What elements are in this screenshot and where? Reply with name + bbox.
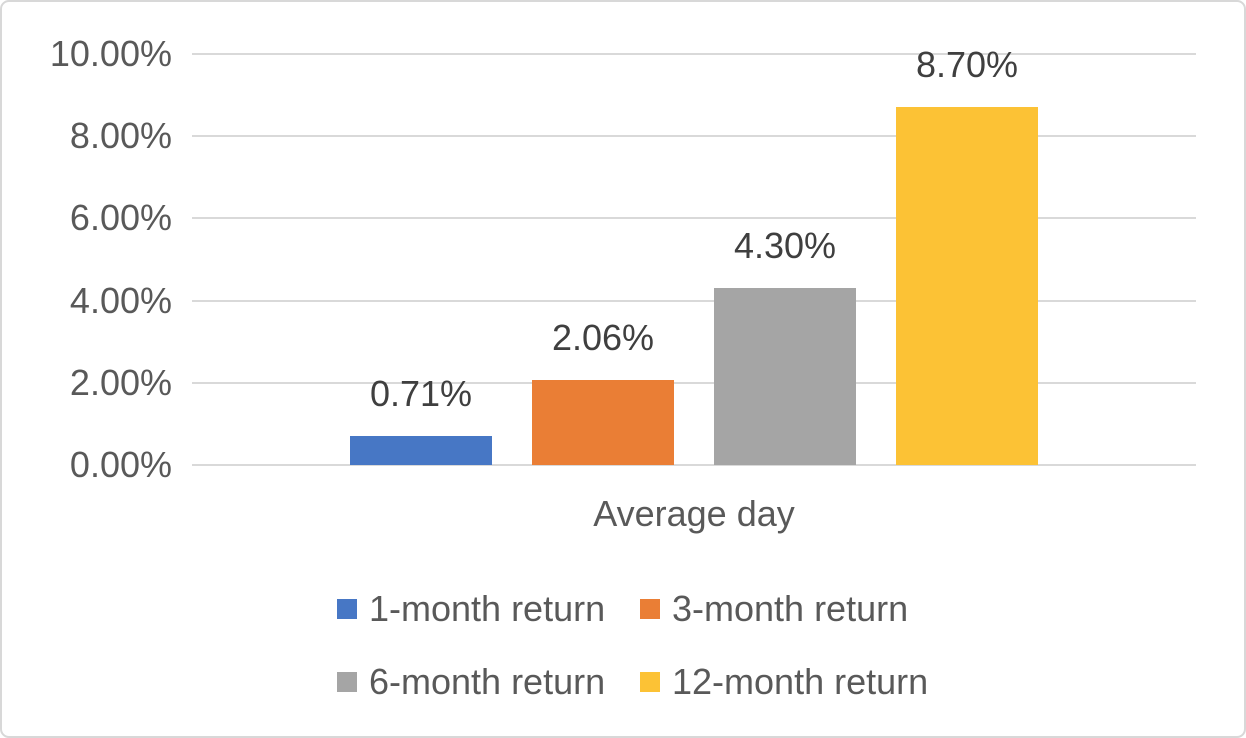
- legend-swatch: [640, 672, 660, 692]
- bar-value-label: 8.70%: [915, 44, 1019, 86]
- y-gridline: [192, 381, 1196, 384]
- legend-label: 6-month return: [369, 661, 606, 702]
- bar-value-label: 2.06%: [551, 317, 655, 359]
- legend-item-3-month-return: 3-month return: [640, 588, 908, 630]
- y-gridline: [192, 217, 1196, 220]
- y-tick-label: 2.00%: [69, 361, 172, 403]
- y-tick-label: 8.00%: [69, 115, 172, 157]
- legend-label: 12-month return: [672, 661, 929, 702]
- legend-swatch: [640, 599, 660, 619]
- y-gridline: [192, 464, 1196, 466]
- bar-value-label: 4.30%: [733, 225, 837, 267]
- legend-label: 3-month return: [672, 588, 909, 629]
- bar-value-label: 0.71%: [369, 372, 473, 414]
- y-tick-label: 0.00%: [69, 444, 172, 485]
- bar-1-month-return: [350, 435, 492, 465]
- y-gridline: [192, 135, 1196, 138]
- legend-swatch: [337, 672, 357, 692]
- y-gridline: [192, 299, 1196, 302]
- y-gridline: [192, 53, 1196, 55]
- bar-12-month-return: [896, 107, 1038, 465]
- legend-item-6-month-return: 6-month return: [337, 661, 605, 703]
- bar-6-month-return: [714, 288, 856, 465]
- legend-swatch: [337, 599, 357, 619]
- x-axis-label: Average day: [593, 493, 795, 534]
- y-tick-label: 4.00%: [69, 279, 172, 321]
- y-tick-label: 10.00%: [49, 33, 172, 74]
- legend-label: 1-month return: [369, 588, 606, 629]
- bar-3-month-return: [532, 380, 674, 465]
- legend-item-12-month-return: 12-month return: [640, 661, 928, 703]
- legend-item-1-month-return: 1-month return: [337, 588, 605, 630]
- y-tick-label: 6.00%: [69, 197, 172, 239]
